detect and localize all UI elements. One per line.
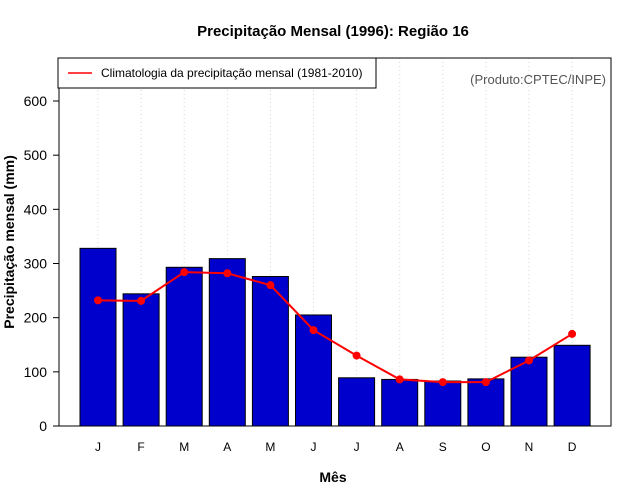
credit-text: (Produto:CPTEC/INPE) [470,72,606,87]
y-tick-label: 0 [39,418,47,434]
bar-M [165,266,203,427]
grid-lines [97,58,573,426]
x-tick-label: A [223,440,231,454]
x-tick-label: J [95,440,101,454]
y-tick-label: 400 [24,201,48,217]
x-tick-label: A [396,440,404,454]
climatology-point [266,281,275,290]
climatology-point [223,269,232,278]
bar-J [338,377,376,427]
legend-label: Climatologia da precipitação mensal (198… [101,66,362,80]
x-axis-label: Mês [319,469,346,485]
x-tick-label: N [525,440,534,454]
y-tick-label: 300 [24,256,48,272]
x-tick-label: D [568,440,577,454]
climatology-point [525,356,533,365]
x-tick-label: F [137,440,144,454]
bar-A [381,378,419,427]
climatology-point [137,296,146,305]
climatology-point [395,375,404,384]
bar-A [208,258,246,427]
bar-S [424,380,462,427]
climatology-point [568,329,577,338]
chart-title: Precipitação Mensal (1996): Região 16 [197,23,469,40]
climatology-point [94,296,102,305]
y-tick-label: 600 [24,93,48,109]
climatology-point [481,378,490,387]
climatology-series [94,268,577,387]
x-tick-label: M [265,440,275,454]
x-tick-label: J [354,440,360,454]
bar-F [122,293,160,427]
climatology-point [309,326,318,335]
legend: Climatologia da precipitação mensal (198… [57,57,377,89]
climatology-point [180,268,189,277]
y-tick-label: 100 [24,364,48,380]
x-tick-label: O [481,440,490,454]
y-tick-label: 200 [24,310,48,326]
axes: 0 100 200 300 400 500 600 J F M A M J J A S O N D [24,57,612,454]
bar-D [553,344,591,427]
bars [79,247,591,427]
bar-M [251,276,289,427]
climatology-point [352,351,361,360]
y-tick-label: 500 [24,147,48,163]
bar-J [79,247,117,427]
x-tick-label: S [439,440,447,454]
x-tick-label: J [311,440,317,454]
y-axis-label: Precipitação mensal (mm) [1,155,17,329]
climatology-line [97,271,573,384]
x-tick-label: M [179,440,189,454]
bar-N [510,356,548,427]
climatology-point [438,378,447,387]
legend-box [57,57,377,89]
